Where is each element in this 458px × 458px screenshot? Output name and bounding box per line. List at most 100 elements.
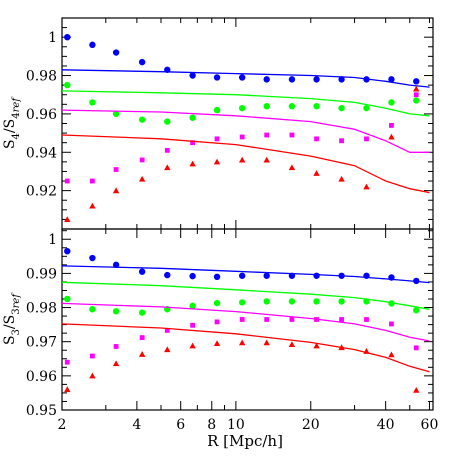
top-y-tick-label: 0.92: [26, 184, 57, 200]
top-plot-frame: [61, 17, 434, 230]
top-data-point: [213, 106, 221, 114]
top-data-point: [64, 178, 70, 184]
top-data-point: [213, 74, 221, 81]
bottom-data-point: [313, 298, 320, 305]
top-data-point: [213, 158, 221, 165]
bottom-data-point: [214, 319, 220, 325]
x-tick-label: 60: [421, 417, 439, 433]
bottom-data-point: [288, 298, 296, 305]
top-data-point: [413, 97, 420, 104]
x-tick-label: 20: [302, 417, 320, 433]
bottom-data-point: [413, 277, 420, 285]
top-data-point: [238, 156, 246, 163]
bottom-data-point: [64, 359, 70, 365]
top-data-point: [263, 76, 270, 83]
bottom-y-tick-label: 0.99: [26, 266, 57, 282]
bottom-plot-frame: [61, 228, 434, 411]
bottom-data-point: [64, 386, 71, 393]
bottom-series-line-1: [62, 281, 430, 310]
top-data-point: [338, 76, 345, 83]
bottom-series-line-2: [62, 302, 430, 342]
top-data-point: [64, 81, 71, 89]
top-series-line-0: [62, 69, 430, 88]
bottom-series-line-3: [62, 323, 430, 373]
bottom-panel: 0.95 0.96 0.97 0.98 0.99 1 2 4 6 8 10 20 40 60 S3/S3re…: [2, 228, 439, 433]
top-y-tick-label: 0.98: [26, 69, 57, 85]
bottom-data-point: [238, 272, 246, 279]
bottom-data-point: [313, 342, 320, 349]
top-data-point: [413, 78, 420, 85]
bottom-data-point: [164, 271, 171, 279]
bottom-data-point: [263, 272, 270, 279]
top-data-point: [190, 140, 196, 146]
top-data-point: [112, 187, 120, 194]
top-series-line-3: [62, 134, 430, 194]
top-data-point: [313, 76, 320, 83]
top-data-point: [263, 103, 270, 110]
top-data-point: [363, 104, 370, 112]
bottom-data-point: [89, 306, 96, 313]
bottom-data-point: [263, 339, 270, 346]
top-data-point: [413, 85, 420, 92]
top-panel: 0.92 0.94 0.96 0.98 1 S4/S4ref: [2, 17, 434, 230]
bottom-data-point: [238, 339, 246, 346]
top-data-point: [113, 167, 119, 172]
bottom-data-point: [288, 341, 296, 347]
bottom-data-point: [189, 272, 196, 280]
top-data-point: [389, 123, 394, 128]
top-data-point: [238, 104, 246, 112]
bottom-data-point: [363, 298, 370, 305]
top-data-point: [164, 66, 171, 73]
top-data-point: [289, 132, 295, 138]
top-data-point: [363, 183, 370, 190]
top-data-point: [64, 216, 71, 222]
top-data-point: [238, 74, 246, 81]
bottom-data-point: [190, 322, 196, 328]
bottom-data-point: [413, 345, 419, 351]
top-data-point: [138, 175, 146, 182]
bottom-data-point: [363, 272, 370, 279]
bottom-data-point: [189, 342, 196, 349]
top-y-axis-label: S4/S4ref: [2, 96, 22, 149]
top-y-tick-label: 1: [48, 30, 57, 46]
bottom-data-point: [89, 254, 96, 262]
top-data-point: [89, 41, 96, 49]
top-data-point: [288, 76, 296, 83]
top-data-point: [112, 49, 120, 56]
bottom-data-point: [389, 321, 394, 327]
top-data-point: [89, 202, 96, 209]
bottom-data-point: [90, 353, 95, 359]
bottom-data-point: [288, 272, 296, 279]
bottom-data-point: [138, 351, 146, 357]
top-data-point: [164, 118, 171, 125]
bottom-data-point: [189, 302, 196, 310]
top-data-point: [64, 33, 71, 41]
x-tick-label: 4: [132, 417, 141, 433]
bottom-data-point: [263, 298, 270, 305]
top-data-point: [139, 157, 145, 163]
top-series-line-2: [62, 109, 430, 153]
top-data-point: [339, 138, 344, 144]
bottom-data-point: [264, 317, 270, 322]
bottom-data-point: [338, 272, 345, 279]
bottom-data-point: [289, 317, 295, 322]
x-tick-label: 6: [176, 417, 185, 433]
x-tick-label: 8: [207, 417, 216, 433]
bottom-data-point: [413, 386, 420, 393]
bottom-data-point: [164, 328, 170, 333]
bottom-data-point: [64, 247, 71, 255]
bottom-data-point: [112, 360, 120, 367]
top-data-point: [288, 164, 296, 171]
x-tick-label: 2: [58, 417, 67, 433]
top-data-point: [264, 132, 270, 138]
bottom-data-point: [164, 346, 171, 353]
bottom-data-point: [139, 335, 145, 340]
top-data-point: [239, 134, 245, 140]
top-data-point: [313, 170, 320, 176]
top-data-point: [164, 164, 171, 171]
top-data-point: [388, 76, 395, 83]
bottom-data-point: [238, 299, 246, 306]
bottom-data-point: [388, 274, 395, 281]
top-data-point: [314, 136, 319, 142]
top-data-point: [189, 72, 196, 79]
